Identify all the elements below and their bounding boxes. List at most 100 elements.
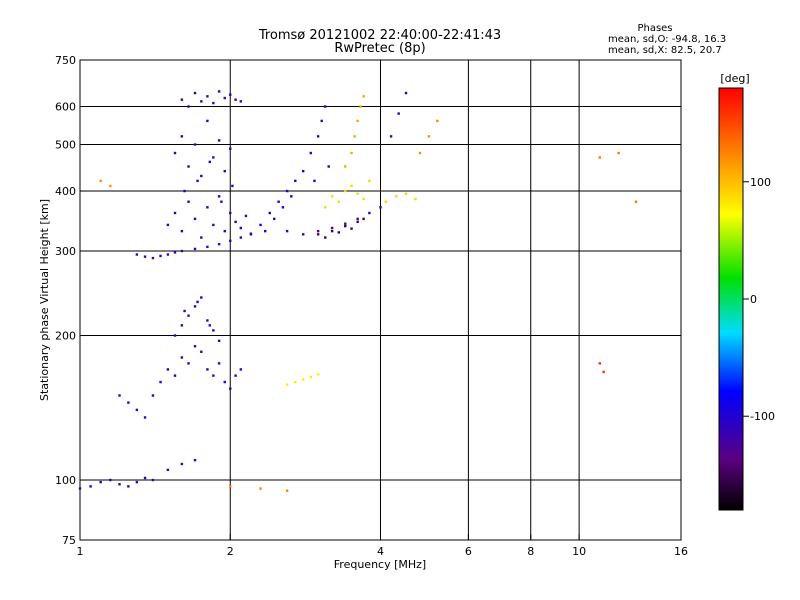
data-point xyxy=(428,135,430,137)
data-point xyxy=(224,170,226,172)
data-point xyxy=(181,356,183,358)
data-point xyxy=(286,230,288,232)
data-point xyxy=(206,95,208,97)
data-point xyxy=(127,401,129,403)
data-point xyxy=(127,485,129,487)
data-point xyxy=(152,257,154,259)
colorbar xyxy=(719,88,743,510)
data-point xyxy=(331,227,333,229)
data-point xyxy=(240,368,242,370)
data-point xyxy=(181,463,183,465)
data-point xyxy=(385,201,387,203)
data-point xyxy=(356,218,358,220)
x-axis-label: Frequency [MHz] xyxy=(334,558,426,571)
data-point xyxy=(194,459,196,461)
data-point xyxy=(294,180,296,182)
data-point xyxy=(240,227,242,229)
y-tick-label: 500 xyxy=(55,139,76,152)
data-point xyxy=(286,490,288,492)
data-point xyxy=(174,334,176,336)
data-point xyxy=(206,368,208,370)
data-point xyxy=(99,481,101,483)
data-point xyxy=(368,212,370,214)
data-point xyxy=(356,221,358,223)
data-point xyxy=(212,329,214,331)
data-point xyxy=(194,143,196,145)
data-point xyxy=(144,477,146,479)
data-point xyxy=(218,340,220,342)
colorbar-tick-label: 0 xyxy=(750,293,757,306)
data-point xyxy=(277,201,279,203)
x-tick-label: 8 xyxy=(527,545,534,558)
x-axis-ticks: 1 2 4 6 8 10 16 xyxy=(77,534,689,558)
data-point xyxy=(436,120,438,122)
data-point xyxy=(302,233,304,235)
data-point xyxy=(344,190,346,192)
data-point xyxy=(344,222,346,224)
data-point xyxy=(234,98,236,100)
data-point xyxy=(259,487,261,489)
data-point xyxy=(152,479,154,481)
data-point xyxy=(200,236,202,238)
data-point xyxy=(174,212,176,214)
phases-info-title: Phases xyxy=(637,23,672,34)
data-point xyxy=(167,224,169,226)
x-tick-label: 4 xyxy=(377,545,384,558)
data-point xyxy=(109,479,111,481)
data-point xyxy=(397,112,399,114)
data-point xyxy=(362,95,364,97)
data-point xyxy=(240,236,242,238)
data-point xyxy=(317,230,319,232)
data-point xyxy=(234,221,236,223)
data-point xyxy=(218,243,220,245)
data-point xyxy=(390,135,392,137)
data-point xyxy=(196,301,198,303)
phases-info-x: mean, sd,X: 82.5, 20.7 xyxy=(608,45,722,56)
data-point xyxy=(181,98,183,100)
data-point xyxy=(89,485,91,487)
data-point xyxy=(206,246,208,248)
data-point xyxy=(159,255,161,257)
data-point xyxy=(362,218,364,220)
data-point xyxy=(321,120,323,122)
data-point xyxy=(212,374,214,376)
chart-subtitle: RwPretec (8p) xyxy=(334,41,425,56)
grid-layer xyxy=(80,60,681,540)
data-point xyxy=(183,190,185,192)
data-point xyxy=(229,212,231,214)
data-point xyxy=(317,373,319,375)
data-point xyxy=(224,381,226,383)
data-point xyxy=(196,180,198,182)
data-point xyxy=(229,93,231,95)
data-point xyxy=(259,224,261,226)
data-point xyxy=(206,206,208,208)
data-point xyxy=(118,394,120,396)
data-point xyxy=(395,195,397,197)
data-point xyxy=(194,305,196,307)
data-point xyxy=(136,409,138,411)
data-point xyxy=(310,376,312,378)
data-point xyxy=(99,180,101,182)
x-tick-label: 10 xyxy=(572,545,586,558)
data-point xyxy=(328,165,330,167)
data-point xyxy=(234,374,236,376)
data-point xyxy=(200,100,202,102)
data-point xyxy=(194,92,196,94)
data-point xyxy=(356,192,358,194)
data-point xyxy=(264,230,266,232)
data-point xyxy=(181,324,183,326)
data-point xyxy=(229,240,231,242)
data-point xyxy=(194,248,196,250)
data-point xyxy=(167,253,169,255)
data-point xyxy=(405,192,407,194)
data-point xyxy=(79,487,81,489)
y-axis-label: Stationary phase Virtual Height [km] xyxy=(38,199,51,401)
data-point xyxy=(353,135,355,137)
data-point xyxy=(269,212,271,214)
data-point xyxy=(290,195,292,197)
data-point xyxy=(324,105,326,107)
data-point xyxy=(174,374,176,376)
data-point xyxy=(338,231,340,233)
data-point xyxy=(344,225,346,227)
data-point xyxy=(331,195,333,197)
